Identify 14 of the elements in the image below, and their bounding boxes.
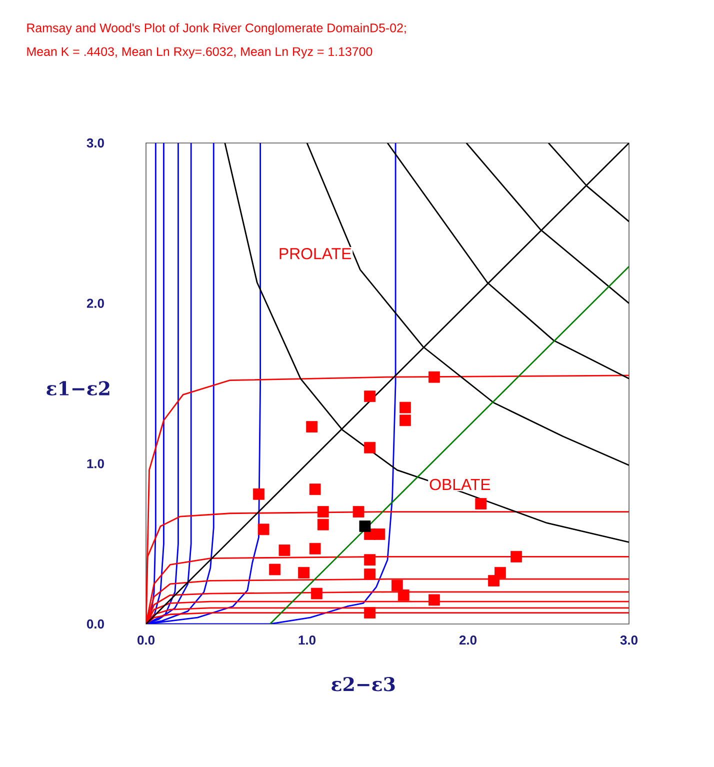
y-tick-label: 1.0 <box>87 459 104 468</box>
y-tick-label: 0.0 <box>86 619 104 629</box>
chart-subtitle: Mean K = .4403, Mean Ln Rxy=.6032, Mean Ln Ryz = 1.13700 <box>27 47 372 58</box>
x-tick-label: 2.0 <box>459 636 476 645</box>
x-tick-label: 0.0 <box>138 636 154 645</box>
annotation: PROLATE <box>280 248 351 260</box>
chart-title: Ramsay and Wood's Plot of Jonk River Conglomerate DomainD5-02; <box>27 23 406 35</box>
x-axis-title: ε2−ε3 <box>332 676 395 692</box>
x-tick-label: 3.0 <box>620 636 638 645</box>
x-tick-label: 1.0 <box>298 636 316 645</box>
y-axis-title: ε1−ε2 <box>46 381 110 396</box>
y-tick-label: 2.0 <box>86 298 104 308</box>
y-tick-label: 3.0 <box>86 138 104 148</box>
annotation: OBLATE <box>430 478 490 490</box>
